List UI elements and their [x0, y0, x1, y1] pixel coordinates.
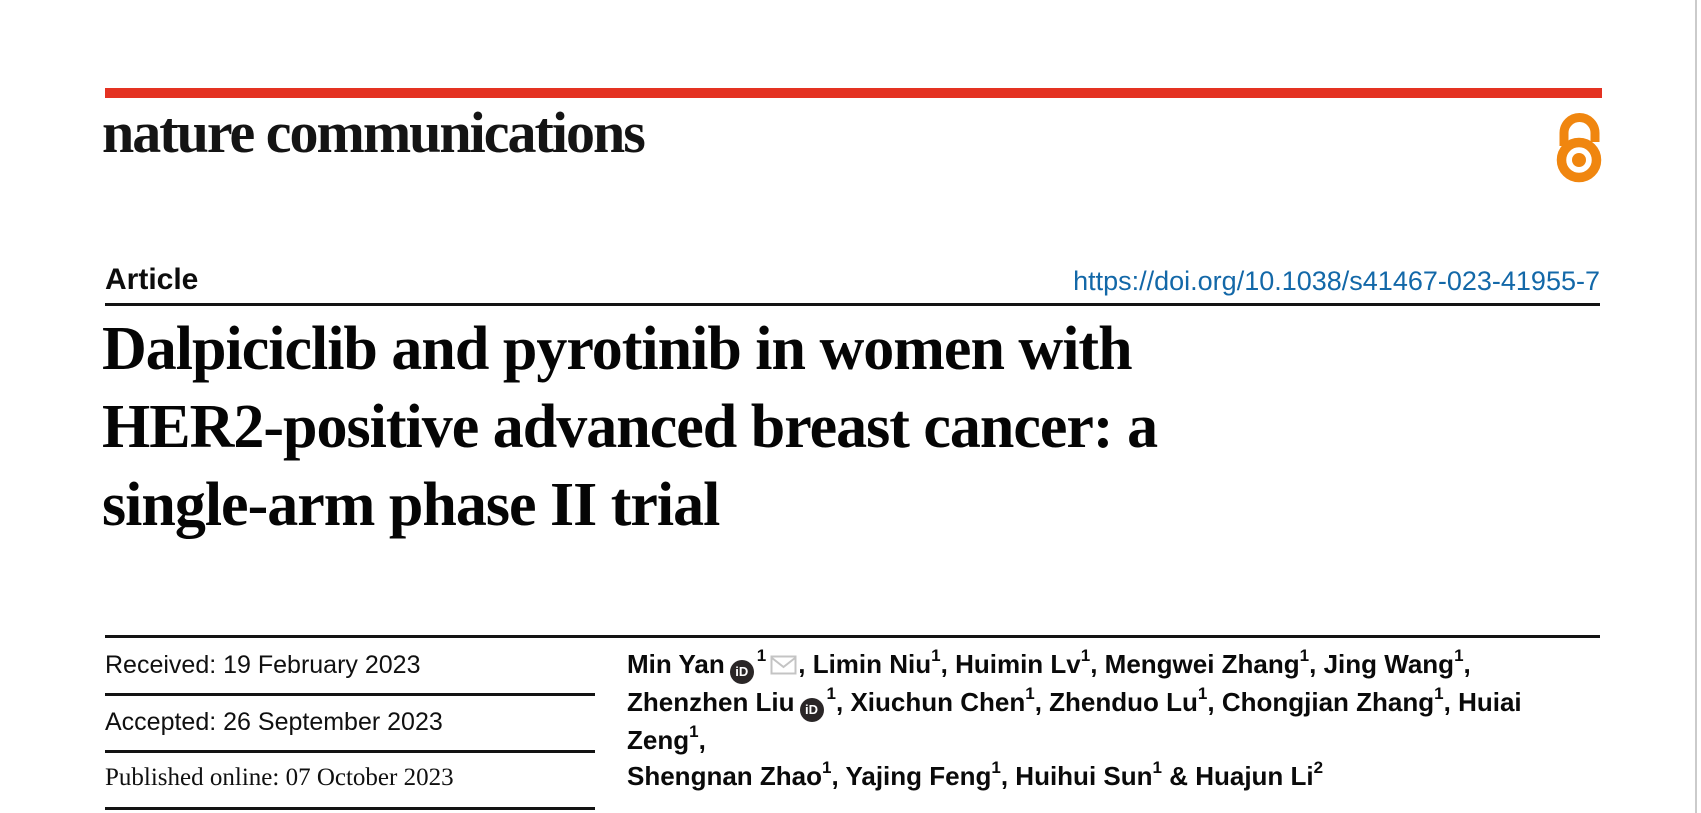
title-line: single-arm phase II trial: [102, 471, 720, 539]
author-name: Huiai Zeng: [627, 687, 1522, 755]
author-affiliation-sup: 1: [1025, 684, 1035, 704]
author-line: Shengnan Zhao1, Yajing Feng1, Huihui Sun…: [627, 758, 1324, 791]
author-affiliation-sup: 1: [991, 758, 1001, 778]
orcid-icon[interactable]: iD: [799, 698, 824, 722]
brand-red-bar: [105, 88, 1602, 98]
accepted-date-row: Accepted: 26 September 2023: [105, 708, 443, 737]
article-title: Dalpiciclib and pyrotinib in women with …: [102, 310, 1502, 544]
author-line: Zhenzhen Liu iD1, Xiuchun Chen1, Zhenduo …: [627, 684, 1522, 755]
received-value: 19 February 2023: [223, 651, 421, 679]
author-name: Shengnan Zhao: [627, 761, 822, 791]
author-affiliation-sup: 1: [1434, 684, 1444, 704]
author-affiliation-sup: 1: [1197, 684, 1208, 704]
meta-rule: [105, 807, 595, 810]
received-date-row: Received: 19 February 2023: [105, 651, 420, 680]
title-line: HER2-positive advanced breast cancer: a: [102, 393, 1158, 461]
published-date-row: Published online: 07 October 2023: [105, 764, 454, 792]
author-name: Huihui Sun: [1015, 761, 1153, 791]
author-name: Chongjian Zhang: [1221, 687, 1435, 717]
published-label: Published online:: [105, 764, 280, 791]
author-line: Min Yan iD1, Limin Niu1, Huimin Lv1, Meng…: [627, 646, 1587, 684]
author-affiliation-sup: 1: [931, 646, 941, 666]
email-icon[interactable]: [770, 648, 797, 684]
author-block: Min Yan iD1, Limin Niu1, Huimin Lv1, Meng…: [627, 646, 1587, 794]
meta-rule: [105, 750, 595, 753]
author-name: Xiuchun Chen: [850, 687, 1026, 717]
doi-link[interactable]: https://doi.org/10.1038/s41467-023-41955…: [1073, 266, 1600, 296]
author-affiliation-sup: 1: [826, 684, 837, 704]
author-affiliation-sup: 1: [1454, 646, 1464, 666]
author-name: Mengwei Zhang: [1104, 649, 1300, 679]
author-name: Yajing Feng: [845, 761, 992, 791]
meta-rule: [105, 693, 595, 696]
article-type-label: Article: [105, 263, 199, 296]
author-affiliation-sup: 1: [1080, 646, 1091, 666]
author-name: Min Yan: [627, 649, 725, 679]
published-value: 07 October 2023: [285, 764, 454, 791]
author-name: Huajun Li: [1195, 761, 1314, 791]
header-rule: [105, 303, 1600, 306]
journal-wordmark: nature communications: [102, 100, 646, 165]
pdf-page-edge: [1695, 0, 1697, 813]
author-name: Limin Niu: [812, 649, 932, 679]
author-name: Huimin Lv: [955, 649, 1081, 679]
author-affiliation-sup: 1: [1152, 758, 1162, 778]
orcid-icon[interactable]: iD: [729, 660, 754, 684]
open-access-icon: [1556, 108, 1603, 189]
author-name: Zhenduo Lu: [1049, 687, 1198, 717]
author-name: Zhenzhen Liu: [627, 687, 795, 717]
author-affiliation-sup: 1: [756, 646, 767, 666]
author-affiliation-sup: 1: [689, 722, 699, 742]
accepted-label: Accepted:: [105, 708, 217, 736]
title-line: Dalpiciclib and pyrotinib in women with: [102, 315, 1133, 383]
author-name: Jing Wang: [1323, 649, 1455, 679]
accepted-value: 26 September 2023: [223, 708, 443, 736]
author-affiliation-sup: 2: [1313, 758, 1324, 778]
received-label: Received:: [105, 651, 217, 679]
title-separator-rule: [105, 635, 1600, 638]
author-affiliation-sup: 1: [1299, 646, 1310, 666]
author-affiliation-sup: 1: [822, 758, 832, 778]
